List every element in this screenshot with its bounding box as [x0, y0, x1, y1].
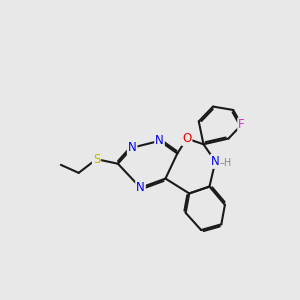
Text: N: N: [136, 181, 145, 194]
Text: N: N: [155, 134, 164, 147]
Text: –H: –H: [220, 158, 232, 168]
Text: N: N: [211, 155, 220, 168]
Text: S: S: [93, 153, 100, 166]
Text: F: F: [238, 118, 245, 131]
Text: N: N: [128, 141, 136, 154]
Text: O: O: [182, 132, 191, 145]
